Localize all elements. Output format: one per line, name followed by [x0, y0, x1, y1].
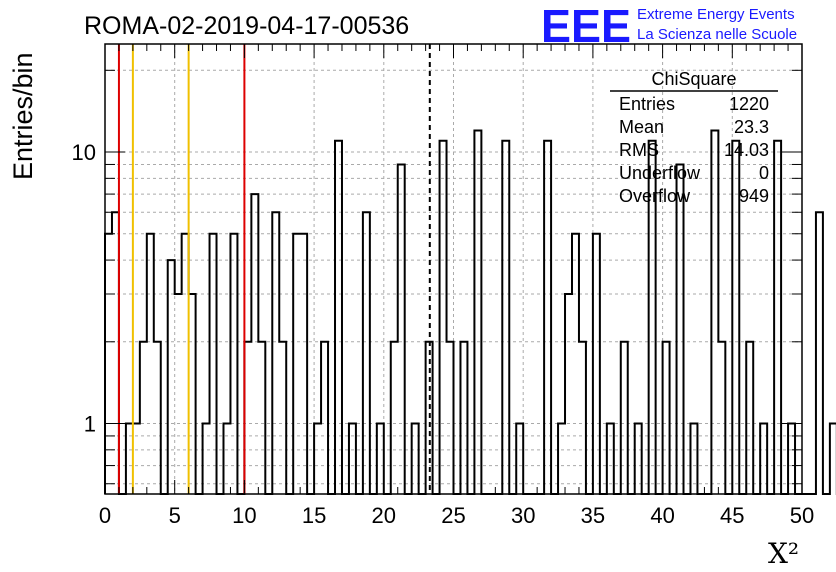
histogram-bin	[112, 212, 119, 494]
histogram-bin	[579, 342, 586, 494]
histogram-bin	[663, 342, 670, 494]
histogram-bin	[635, 424, 642, 494]
eee-logo: EEE	[541, 0, 631, 52]
histogram-bin	[412, 424, 419, 494]
histogram-bin	[447, 342, 454, 494]
histogram-bin	[565, 294, 572, 494]
x-tick-label: 35	[581, 503, 605, 528]
histogram-bin	[391, 342, 398, 494]
marker-lines	[117, 44, 431, 494]
histogram-bin	[230, 234, 237, 494]
histogram-bin	[460, 342, 467, 494]
chart-title: ROMA-02-2019-04-17-00536	[84, 12, 409, 40]
stats-label-overflow: Overflow	[619, 186, 691, 206]
histogram-bin	[140, 342, 147, 494]
x-tick-label: 50	[790, 503, 814, 528]
x-tick-label: 30	[511, 503, 535, 528]
histogram-bin	[335, 141, 342, 494]
y-tick-label: 10	[72, 140, 96, 165]
histogram-bin	[244, 342, 251, 494]
histogram-bin	[544, 141, 551, 494]
y-tick-label: 1	[84, 412, 96, 437]
logo-line1: Extreme Energy Events	[637, 6, 795, 23]
stats-label-underflow: Underflow	[619, 163, 701, 183]
histogram-bin	[572, 234, 579, 494]
histogram-bin	[760, 424, 767, 494]
histogram-bin	[746, 342, 753, 494]
x-tick-label: 45	[720, 503, 744, 528]
stats-label-entries: Entries	[619, 94, 675, 114]
histogram-bin	[293, 234, 300, 494]
x-tick-label: 20	[372, 503, 396, 528]
histogram-bin	[711, 131, 718, 494]
histogram-bin	[830, 424, 836, 494]
axis-ticks: 0 5 10 15 20 25 30 35 40 45 50 1 10	[72, 44, 814, 528]
histogram-bin	[189, 294, 196, 494]
x-tick-label: 5	[169, 503, 181, 528]
histogram-bin	[168, 260, 175, 494]
histogram-bin	[210, 234, 217, 494]
histogram-bin	[105, 234, 112, 494]
stats-value-overflow: 949	[739, 186, 769, 206]
histogram-bin	[718, 342, 725, 494]
y-axis-label: Entries/bin	[8, 52, 38, 180]
histogram-bin	[774, 141, 781, 494]
stats-value-entries: 1220	[729, 94, 769, 114]
histogram-bin	[147, 234, 154, 494]
histogram-bin	[314, 424, 321, 494]
histogram-bin	[251, 194, 258, 494]
histogram-bin	[593, 234, 600, 494]
histogram-bars	[104, 129, 836, 495]
histogram-bin	[223, 424, 230, 494]
histogram-bin	[621, 342, 628, 494]
histogram-bin	[321, 342, 328, 494]
histogram-bin	[377, 424, 384, 494]
histogram-bin	[398, 164, 405, 494]
histogram-bin	[502, 141, 509, 494]
histogram-bin	[272, 212, 279, 494]
histogram-bin	[300, 234, 307, 494]
histogram-bin	[474, 131, 481, 494]
stats-label-mean: Mean	[619, 117, 664, 137]
histogram-bin	[133, 424, 140, 494]
histogram-bin	[363, 212, 370, 494]
x-tick-label: 40	[650, 503, 674, 528]
stats-value-mean: 23.3	[734, 117, 769, 137]
stats-title: ChiSquare	[651, 69, 736, 89]
histogram-bin	[690, 424, 697, 494]
histogram-bin	[258, 342, 265, 494]
x-tick-label: 10	[232, 503, 256, 528]
histogram-bin	[607, 424, 614, 494]
histogram-bin	[279, 342, 286, 494]
histogram-bin	[516, 424, 523, 494]
logo-line2: La Scienza nelle Scuole	[637, 26, 797, 43]
histogram-bin	[349, 424, 356, 494]
x-tick-label: 0	[99, 503, 111, 528]
histogram-bin	[677, 164, 684, 494]
x-axis-label: X²	[768, 537, 799, 570]
histogram-bin	[126, 424, 133, 494]
histogram-bin	[440, 141, 447, 494]
x-tick-label: 25	[441, 503, 465, 528]
stats-value-underflow: 0	[759, 163, 769, 183]
stats-box: ChiSquare Entries 1220 Mean 23.3 RMS 14.…	[610, 69, 778, 206]
histogram-bin	[175, 294, 182, 494]
histogram-bin	[154, 342, 161, 494]
histogram-bin	[182, 234, 189, 494]
histogram-bin	[203, 424, 210, 494]
histogram-bin	[816, 212, 823, 494]
stats-label-rms: RMS	[619, 140, 659, 160]
x-tick-label: 15	[302, 503, 326, 528]
histogram-bin	[558, 424, 565, 494]
stats-value-rms: 14.03	[724, 140, 769, 160]
